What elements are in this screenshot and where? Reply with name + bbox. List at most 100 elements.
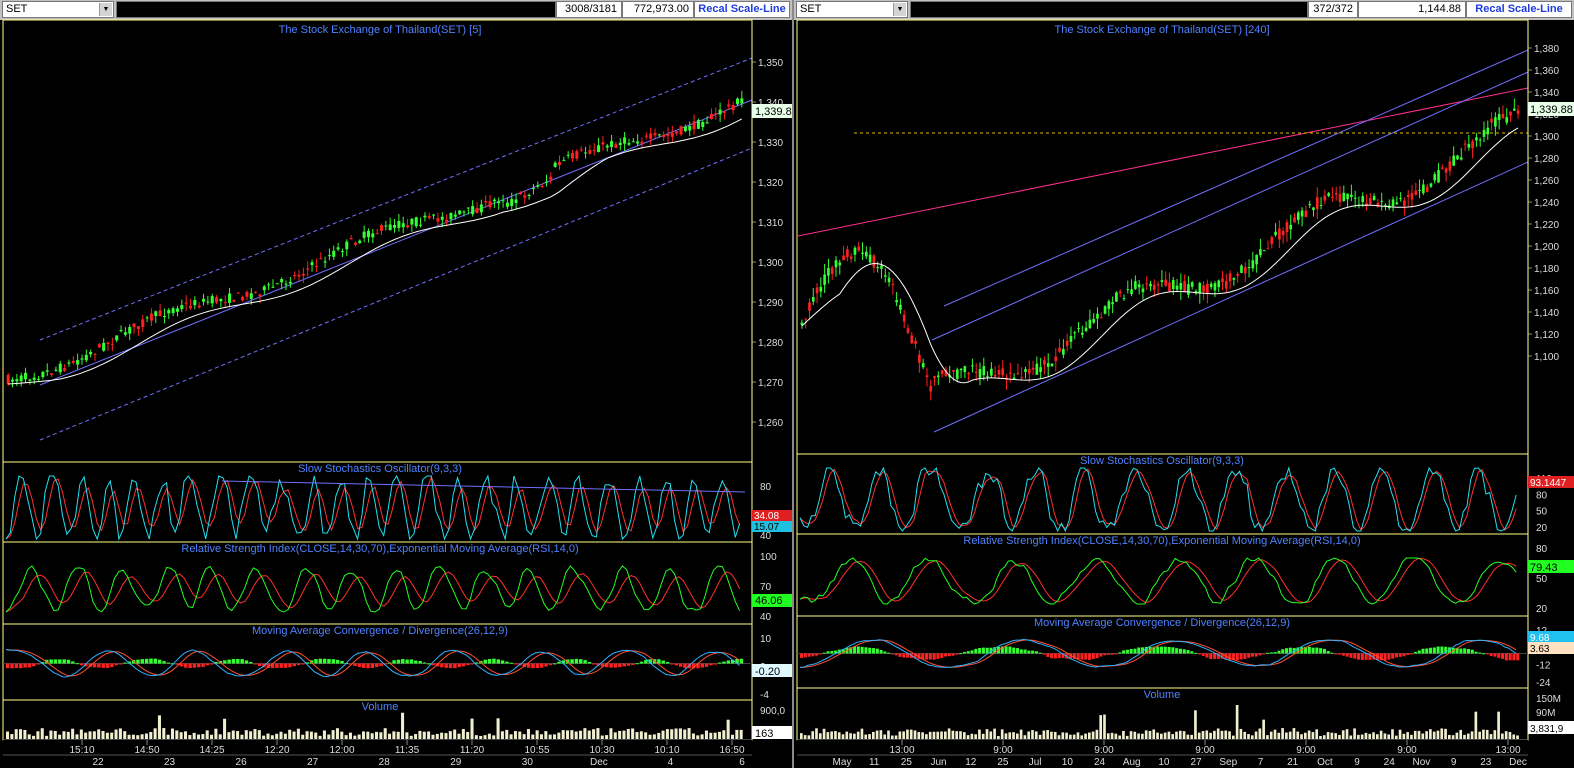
stoch-d-line (5, 475, 741, 540)
left-recal-scale-button[interactable]: Recal Scale-Line (694, 1, 790, 18)
volume-bar (1053, 731, 1057, 739)
macd-histogram-bar (105, 663, 110, 668)
volume-bar (309, 731, 313, 739)
date-label: 27 (307, 757, 319, 768)
macd-histogram-bar (1501, 653, 1505, 659)
right-chart-canvas[interactable]: 1,3801,3601,3401,3201,3001,2801,2601,240… (794, 0, 1574, 768)
volume-bar (566, 730, 570, 739)
volume-bar (1057, 735, 1061, 739)
macd-histogram-bar (1175, 648, 1179, 654)
macd-histogram-bar (928, 653, 932, 660)
macd-value-tag (1528, 631, 1574, 642)
macd-histogram-bar (1004, 646, 1008, 654)
candle-body (549, 176, 553, 180)
candle-body (1448, 161, 1452, 171)
volume-bar (205, 730, 209, 739)
right-symbol-select[interactable]: SET ▼ (796, 1, 908, 18)
macd-histogram-bar (1232, 653, 1236, 660)
macd-histogram-bar (531, 663, 535, 669)
macd-histogram-bar (1459, 648, 1463, 654)
volume-bar (1000, 729, 1004, 739)
candle-body (918, 354, 921, 363)
macd-histogram-bar (883, 651, 887, 654)
candle-body (523, 195, 527, 198)
macd-histogram-bar (461, 663, 466, 667)
candle-body (423, 215, 427, 218)
volume-bar (1250, 735, 1254, 739)
macd-histogram-bar (947, 653, 951, 657)
right-status-blank (910, 1, 1308, 18)
macd-histogram-bar (605, 663, 609, 668)
volume-bar (197, 734, 201, 739)
candle-body (306, 268, 310, 270)
candle-body (1099, 317, 1103, 319)
macd-histogram-bar (849, 647, 853, 654)
candle-body (497, 201, 501, 204)
candle-body (1478, 139, 1482, 141)
rsi-value-tag (752, 594, 792, 607)
volume-bar (1470, 731, 1474, 739)
volume-bar (1084, 733, 1087, 739)
stoch-trend-line (221, 480, 746, 493)
macd-histogram-bar (1178, 648, 1182, 654)
candle-body (1228, 273, 1232, 282)
macd-histogram-bar (427, 663, 431, 665)
macd-histogram-bar (993, 647, 997, 654)
price-tick-label: 1,360 (1534, 66, 1559, 77)
candle-body (1319, 204, 1323, 206)
candle-body (1300, 210, 1304, 217)
macd-histogram-bar (1319, 648, 1323, 654)
volume-bar (1364, 732, 1368, 739)
macd-histogram-bar (974, 648, 978, 654)
price-tick-label: 1,200 (1534, 242, 1559, 253)
macd-histogram-bar (1322, 648, 1326, 654)
macd-line (799, 638, 1517, 668)
volume-bar (928, 731, 932, 739)
volume-bar (800, 733, 803, 739)
chevron-down-icon[interactable]: ▼ (99, 3, 112, 16)
date-label: 23 (164, 757, 176, 768)
macd-histogram-bar (279, 663, 283, 668)
rsi-value: 79.43 (1530, 562, 1558, 574)
volume-bar (392, 731, 396, 739)
candle-body (531, 188, 535, 190)
macd-histogram-bar (1019, 649, 1023, 654)
candle-body (1399, 197, 1402, 199)
volume-title: Volume (1144, 689, 1181, 701)
left-symbol-select[interactable]: SET ▼ (2, 1, 114, 18)
candle-body (154, 311, 158, 316)
candle-body (76, 360, 80, 365)
stoch-value-tag (1528, 476, 1574, 488)
candle-body (800, 322, 804, 326)
macd-histogram-bar (826, 651, 830, 654)
volume-bar (722, 730, 726, 739)
candle-body (436, 218, 440, 222)
candle-body (1433, 174, 1437, 181)
chevron-down-icon[interactable]: ▼ (893, 3, 906, 16)
macd-histogram-bar (613, 663, 618, 668)
volume-bar (535, 730, 539, 739)
macd-histogram-bar (730, 659, 735, 664)
macd-histogram-bar (10, 663, 14, 669)
macd-histogram-bar (1497, 653, 1501, 658)
window-divider[interactable] (792, 0, 794, 768)
right-main-panel-border (796, 19, 1529, 455)
candle-body (997, 370, 1001, 375)
candle-body (267, 284, 271, 286)
volume-bar (370, 733, 374, 739)
volume-bar (231, 730, 235, 739)
candle-body (119, 330, 123, 332)
candle-body (223, 302, 227, 304)
volume-bar (71, 728, 75, 739)
volume-bar (383, 728, 387, 739)
macd-histogram-bar (292, 663, 296, 667)
macd-histogram-bar (618, 663, 622, 668)
time-label: 12:20 (264, 745, 289, 756)
right-recal-scale-button[interactable]: Recal Scale-Line (1466, 1, 1572, 18)
left-chart-canvas[interactable]: 1,350 1,340 1,330 1,320 1,310 1,300 1,290 1,280… (0, 0, 792, 768)
volume-bar (118, 728, 122, 739)
candle-body (722, 111, 726, 113)
macd-histogram-bar (1315, 647, 1319, 654)
candle-body (141, 319, 145, 328)
volume-bar (683, 729, 687, 739)
